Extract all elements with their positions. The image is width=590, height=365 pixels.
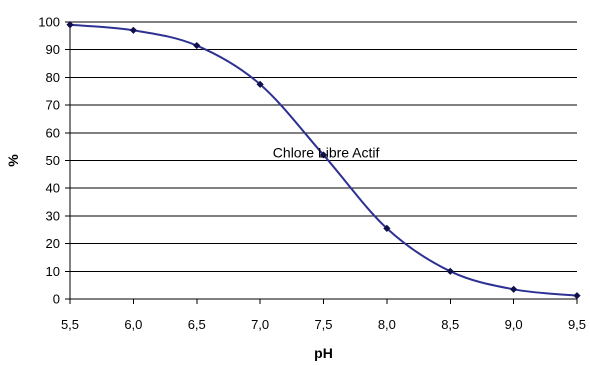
y-tick-label: 80 [46,70,60,85]
y-tick-label: 20 [46,236,60,251]
axes [65,21,578,304]
y-tick-label: 0 [53,292,60,307]
data-point-marker [193,41,201,50]
series-annotation: Chlore Libre Actif [273,145,380,161]
y-tick-label: 60 [46,125,60,140]
x-tick-label: 7,5 [314,317,332,332]
y-tick-label: 30 [46,208,60,223]
y-axis-title: % [5,154,21,167]
x-tick-label: 8,5 [441,317,459,332]
x-tick-label: 5,5 [61,317,79,332]
y-tick-label: 100 [38,15,60,30]
data-point-marker [573,292,581,300]
x-tick-labels: 5,5 6,0 6,5 7,0 7,5 8,0 8,5 9,0 9,5 [61,317,586,332]
x-tick-label: 6,5 [188,317,206,332]
y-tick-labels: 0 10 20 30 40 50 60 70 80 90 100 [38,15,60,307]
data-point-marker [510,285,518,293]
data-point-marker [383,224,391,232]
x-tick-label: 9,0 [505,317,523,332]
data-point-marker [446,267,454,275]
x-tick-label: 7,0 [251,317,269,332]
x-axis-title: pH [314,345,333,361]
data-point-marker [129,26,137,34]
data-point-marker [256,80,264,88]
data-series [66,21,581,300]
y-tick-label: 70 [46,98,60,113]
y-tick-label: 50 [46,153,60,168]
x-tick-label: 9,5 [568,317,586,332]
y-tick-label: 90 [46,42,60,57]
x-tick-label: 8,0 [378,317,396,332]
y-tick-label: 10 [46,264,60,279]
gridlines [70,21,577,272]
data-point-marker [319,151,328,159]
x-tick-label: 6,0 [124,317,142,332]
y-tick-label: 40 [46,181,60,196]
data-point-marker [66,21,74,29]
